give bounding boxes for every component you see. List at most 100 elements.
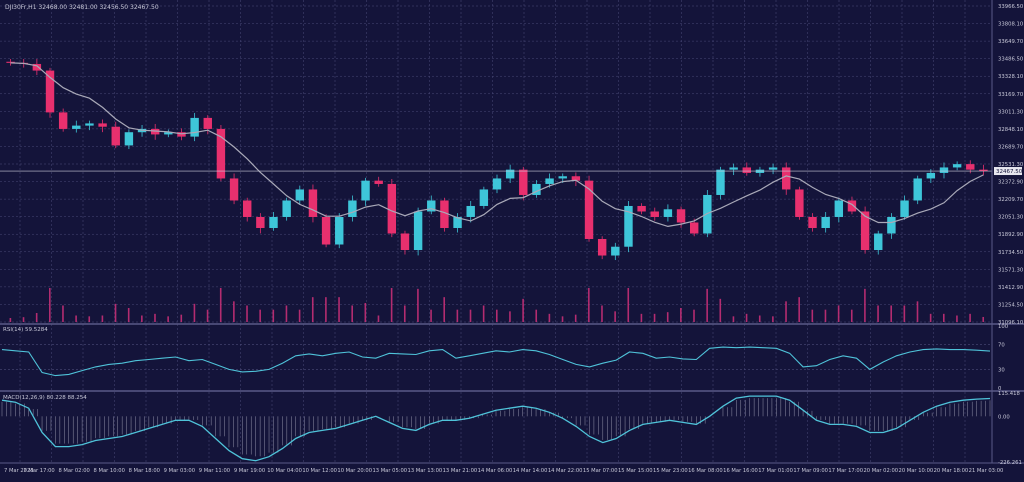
candle-body	[939, 167, 949, 173]
macd-label: MACD(12,26,9) 80.228 88.254	[3, 395, 87, 401]
volume-bar	[627, 288, 630, 322]
current-price-tag: 32467.50	[994, 167, 1023, 176]
price-tick-label: 32372.90	[998, 180, 1024, 186]
volume-bar	[285, 305, 288, 322]
volume-bar	[298, 309, 301, 322]
candle-body	[887, 216, 896, 234]
price-tick-label: 33011.30	[998, 109, 1024, 115]
candle-body	[952, 164, 962, 168]
volume-bar	[811, 309, 814, 322]
time-tick-label: 21 Mar 03:00	[969, 468, 1004, 474]
volume-bar	[745, 313, 748, 322]
time-tick-label: 10 Mar 20:00	[337, 468, 372, 474]
candle-body	[177, 132, 186, 137]
time-tick-label: 9 Mar 11:00	[199, 468, 230, 474]
volume-bar	[732, 316, 735, 322]
rsi-tick-label: 70	[998, 343, 1005, 349]
time-tick-label: 20 Mar 18:00	[934, 468, 969, 474]
time-tick-label: 15 Mar 07:00	[583, 468, 618, 474]
candle-body	[150, 128, 160, 135]
volume-bar	[850, 309, 853, 322]
candle-body	[387, 183, 397, 234]
volume-bar	[35, 313, 38, 322]
time-tick-label: 8 Mar 10:00	[94, 468, 125, 474]
candle-body	[703, 194, 712, 234]
candle-body	[203, 117, 212, 129]
candle-body	[85, 123, 94, 126]
candle-body	[440, 200, 449, 228]
volume-bar	[640, 313, 643, 322]
volume-bar	[772, 316, 774, 322]
volume-bar	[482, 305, 485, 322]
price-tick-label: 33808.10	[998, 22, 1024, 28]
candle-body	[558, 176, 567, 179]
time-tick-label: 14 Mar 06:00	[478, 468, 513, 474]
volume-histogram	[9, 288, 985, 322]
volume-bar	[535, 309, 538, 322]
candle-body	[808, 216, 817, 228]
candle-body	[361, 180, 370, 201]
volume-bar	[798, 297, 800, 322]
price-tick-label: 31892.90	[998, 232, 1024, 238]
volume-bar	[377, 315, 380, 322]
panel-separators	[0, 0, 1024, 464]
volume-bar	[154, 313, 156, 322]
volume-bar	[469, 309, 472, 322]
candle-body	[979, 169, 988, 172]
candle-body	[295, 189, 305, 201]
price-tick-label: 31254.50	[998, 302, 1024, 308]
candle-body	[45, 70, 55, 113]
price-tick-label: 33328.10	[998, 74, 1024, 80]
rsi-line	[1, 346, 991, 377]
volume-bar	[574, 314, 577, 322]
volume-bar	[706, 288, 708, 322]
volume-bar	[561, 316, 564, 322]
volume-bar	[956, 315, 958, 322]
candle-body	[913, 178, 922, 201]
time-tick-label: 13 Mar 05:00	[372, 468, 407, 474]
candle-body	[98, 123, 107, 127]
volume-bar	[338, 297, 340, 322]
candle-body	[584, 180, 594, 240]
rsi-tick-label: 100	[998, 324, 1009, 330]
volume-bar	[233, 301, 235, 322]
volume-bar	[837, 305, 840, 322]
price-axis: 33966.50 33808.10 33649.70 33486.50 33328.10…	[998, 4, 1024, 326]
candle-body	[58, 112, 68, 129]
volume-bar	[325, 297, 327, 322]
volume-bar	[548, 313, 551, 322]
price-tick-label: 32848.10	[998, 127, 1024, 133]
candle-body	[282, 200, 291, 217]
volume-bar	[219, 288, 222, 322]
time-tick-label: 17 Mar 01:00	[758, 468, 793, 474]
volume-bar	[653, 313, 656, 322]
macd-axis: 115.418 0.00 -226.261	[998, 391, 1022, 466]
candle-body	[479, 189, 489, 206]
candle-body	[374, 180, 383, 184]
candle-body	[545, 178, 554, 184]
rsi-tick-label: 0	[998, 386, 1002, 392]
price-tick-label: 32051.30	[998, 215, 1024, 221]
price-tick-label: 31412.90	[998, 285, 1024, 291]
time-tick-label: 8 Mar 02:00	[58, 468, 89, 474]
candle-body	[611, 246, 620, 256]
time-tick-label: 9 Mar 03:00	[164, 468, 195, 474]
volume-bar	[127, 308, 130, 322]
candle-body	[32, 63, 42, 71]
volume-bar	[246, 305, 248, 322]
volume-bar	[693, 309, 695, 322]
candle-body	[216, 128, 226, 179]
time-tick-label: 17 Mar 17:00	[828, 468, 863, 474]
volume-bar	[916, 301, 919, 322]
candle-body	[164, 132, 173, 135]
candle-body	[900, 200, 909, 217]
candle-body	[190, 117, 199, 137]
volume-bar	[824, 309, 827, 322]
volume-bar	[22, 317, 25, 322]
volume-bar	[601, 305, 603, 322]
candlestick-series	[6, 59, 988, 261]
candle-body	[782, 167, 791, 190]
time-tick-label: 15 Mar 23:00	[653, 468, 688, 474]
